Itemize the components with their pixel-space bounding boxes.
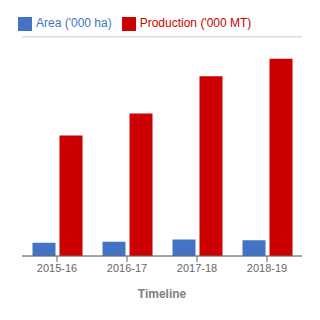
- html-text:Production ('000 MT): Production ('000 MT): [139, 16, 252, 30]
- svg-text:Timeline: Timeline: [138, 287, 187, 301]
- svg-text:2015-16: 2015-16: [37, 262, 77, 274]
- svg-text:2016-17: 2016-17: [107, 262, 147, 274]
- html-text:Area ('000 ha): Area ('000 ha): [36, 16, 112, 30]
- svg-text:2017-18: 2017-18: [177, 262, 217, 274]
- svg-text:2018-19: 2018-19: [247, 262, 287, 274]
